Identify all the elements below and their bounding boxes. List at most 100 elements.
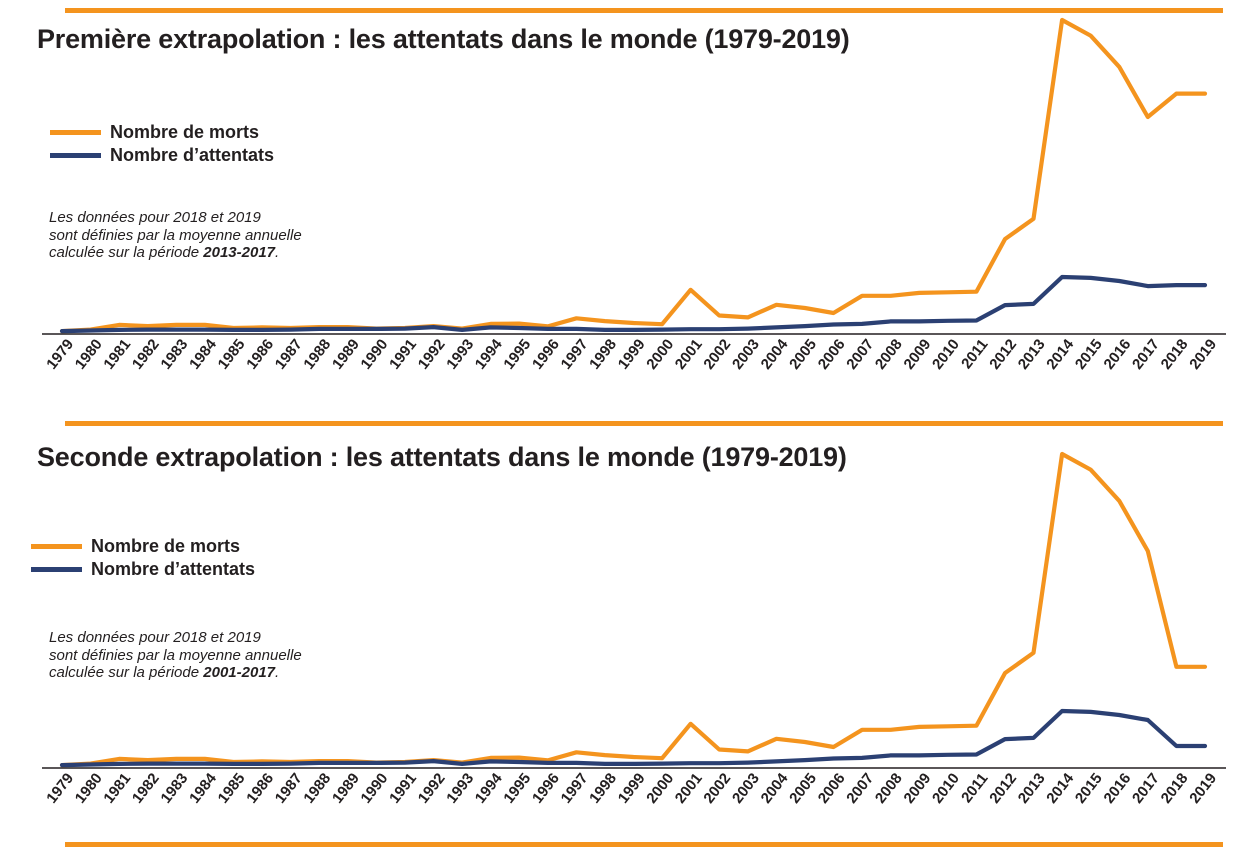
x-tick-label: 1980 [72, 770, 106, 807]
chart1-title: Première extrapolation : les attentats d… [37, 24, 850, 54]
x-tick-label: 1986 [243, 770, 277, 807]
annotation-line: Les données pour 2018 et 2019 [49, 629, 261, 646]
chart2-title: Seconde extrapolation : les attentats da… [37, 442, 847, 472]
x-tick-label: 1996 [529, 770, 563, 807]
x-tick-label: 1999 [615, 770, 649, 807]
x-tick-label: 2007 [843, 336, 877, 373]
legend-label-attentats: Nombre d’attentats [91, 559, 256, 579]
x-tick-label: 2019 [1186, 336, 1220, 373]
annotation-line: calculée sur la période 2001-2017. [49, 664, 280, 681]
legend-label-attentats: Nombre d’attentats [110, 145, 275, 165]
x-tick-label: 2017 [1129, 770, 1163, 807]
x-tick-label: 1981 [100, 770, 134, 807]
x-tick-label: 1999 [615, 336, 649, 373]
attentats-line [59, 708, 1208, 768]
x-tick-label: 1985 [215, 770, 249, 807]
legend-item-attentats: Nombre d’attentats [31, 558, 255, 581]
x-tick-label: 2009 [901, 770, 935, 807]
morts-line-swatch [31, 544, 82, 549]
legend-item-morts: Nombre de morts [50, 121, 274, 144]
x-tick-label: 2014 [1043, 769, 1077, 806]
x-tick-label: 2017 [1129, 336, 1163, 373]
x-tick-label: 1995 [500, 336, 534, 373]
x-tick-label: 1997 [558, 336, 592, 373]
x-tick-label: 1991 [386, 336, 420, 373]
x-tick-label: 2016 [1101, 770, 1135, 807]
x-tick-label: 1998 [586, 336, 620, 373]
divider-bottom [65, 842, 1223, 847]
annotation-line: Les données pour 2018 et 2019 [49, 209, 261, 226]
x-tick-label: 2016 [1101, 336, 1135, 373]
x-tick-label: 1984 [186, 335, 220, 372]
annotation-line: calculée sur la période 2013-2017. [49, 244, 280, 261]
chart2-annotation: Les données pour 2018 et 2019 sont défin… [49, 629, 302, 682]
x-tick-label: 2001 [672, 336, 706, 373]
x-tick-label: 1985 [215, 336, 249, 373]
x-tick-label: 2011 [958, 336, 991, 372]
legend-label-morts: Nombre de morts [91, 536, 241, 556]
x-tick-label: 2001 [672, 770, 706, 807]
x-tick-label: 2006 [815, 336, 849, 373]
x-tick-label: 1989 [329, 770, 363, 807]
x-tick-label: 1998 [586, 770, 620, 807]
x-tick-label: 2007 [843, 770, 877, 807]
x-tick-label: 1990 [358, 770, 392, 807]
attentats-line [59, 274, 1208, 334]
x-tick-label: 1987 [272, 336, 306, 373]
chart1-plot: 1979198019811982198319841985198619871988… [42, 17, 1226, 373]
x-tick-label: 2013 [1015, 770, 1049, 807]
x-tick-label: 1988 [300, 336, 334, 373]
attentats-line-swatch [31, 567, 82, 572]
x-tick-label: 1991 [386, 770, 420, 807]
x-tick-label: 2012 [986, 336, 1020, 373]
x-tick-label: 2018 [1158, 336, 1192, 373]
x-tick-label: 1984 [186, 769, 220, 806]
morts-line [59, 451, 1208, 768]
x-tick-label: 2010 [929, 336, 963, 373]
morts-line-swatch [50, 130, 101, 135]
x-tick-label: 2000 [643, 770, 677, 807]
x-tick-label: 2003 [729, 336, 763, 373]
x-tick-label: 1986 [243, 336, 277, 373]
chart1-legend: Nombre de morts Nombre d’attentats [50, 121, 274, 167]
x-tick-label: 2002 [700, 336, 734, 373]
attentats-line-swatch [50, 153, 101, 158]
x-tick-label: 2003 [729, 770, 763, 807]
x-tick-label: 1979 [43, 770, 77, 807]
chart2-legend: Nombre de morts Nombre d’attentats [31, 535, 255, 581]
x-tick-label: 2015 [1072, 336, 1106, 373]
x-tick-label: 2019 [1186, 770, 1220, 807]
annotation-line: sont définies par la moyenne annuelle [49, 226, 302, 244]
x-tick-label: 2015 [1072, 770, 1106, 807]
x-tick-label: 1989 [329, 336, 363, 373]
annotation-period: 2001-2017 [203, 664, 275, 681]
x-tick-label: 1994 [472, 769, 506, 806]
x-tick-label: 1993 [443, 336, 477, 373]
x-tick-label: 2018 [1158, 770, 1192, 807]
x-tick-label: 1992 [415, 770, 449, 807]
legend-label-morts: Nombre de morts [110, 122, 260, 142]
x-tick-label: 1983 [158, 336, 192, 373]
annotation-line: sont définies par la moyenne annuelle [49, 646, 302, 664]
x-tick-label: 2011 [958, 770, 991, 806]
x-tick-label: 2006 [815, 770, 849, 807]
x-tick-label: 2010 [929, 770, 963, 807]
x-tick-label: 1996 [529, 336, 563, 373]
x-tick-label: 2012 [986, 770, 1020, 807]
legend-item-morts: Nombre de morts [31, 535, 255, 558]
x-tick-label: 2009 [901, 336, 935, 373]
x-tick-label: 2005 [786, 770, 820, 807]
x-tick-label: 2014 [1043, 335, 1077, 372]
chart2-plot: 1979198019811982198319841985198619871988… [42, 451, 1226, 807]
x-tick-label: 1987 [272, 770, 306, 807]
x-tick-label: 1982 [129, 770, 163, 807]
morts-line [59, 17, 1208, 334]
x-tick-label: 1983 [158, 770, 192, 807]
x-tick-label: 1997 [558, 770, 592, 807]
x-tick-label: 1988 [300, 770, 334, 807]
x-tick-label: 1982 [129, 336, 163, 373]
x-tick-label: 2005 [786, 336, 820, 373]
x-tick-label: 2002 [700, 770, 734, 807]
legend-item-attentats: Nombre d’attentats [50, 144, 274, 167]
